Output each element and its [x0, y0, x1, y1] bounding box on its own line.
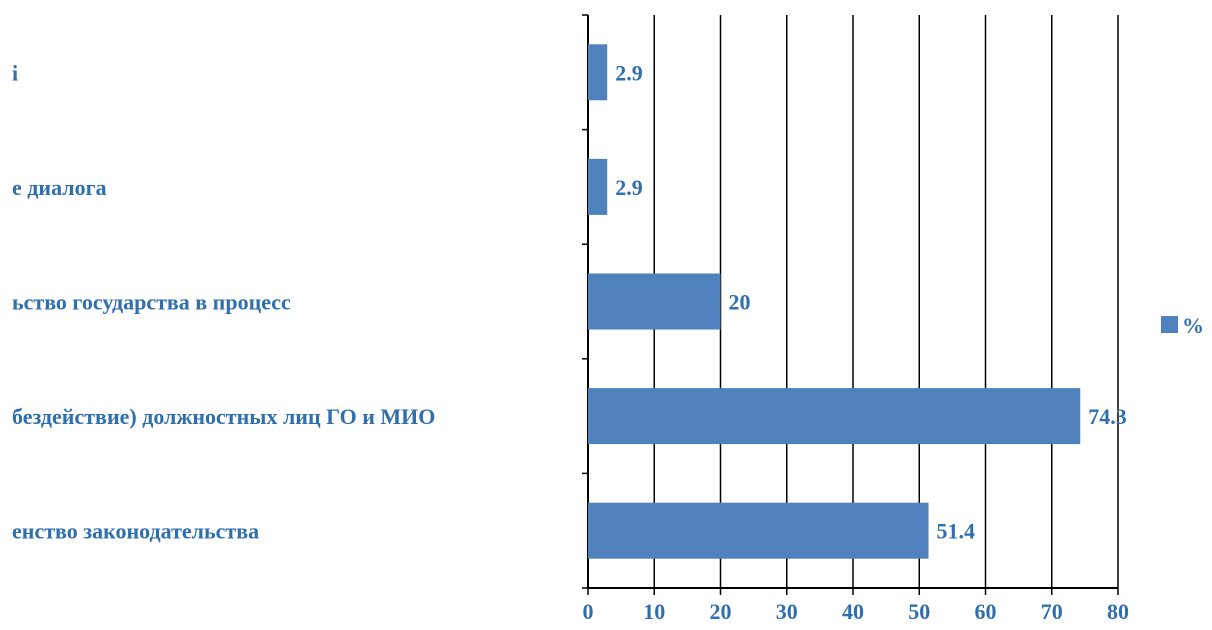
category-label-1: е диалога — [12, 175, 107, 200]
x-tick-label-10: 10 — [643, 599, 665, 624]
x-tick-label-20: 20 — [710, 599, 732, 624]
x-tick-label-50: 50 — [908, 599, 930, 624]
value-label-4: 51.4 — [937, 519, 976, 544]
x-tick-label-40: 40 — [842, 599, 864, 624]
category-label-2: ьство государства в процесс — [12, 290, 291, 315]
bar-0 — [588, 44, 608, 101]
legend-swatch — [1161, 316, 1178, 333]
legend-label: % — [1182, 313, 1204, 338]
value-label-1: 2.9 — [615, 175, 643, 200]
category-label-3: бездействие) должностных лиц ГО и МИО — [12, 404, 435, 429]
bars — [588, 44, 1081, 559]
category-label-0: і — [12, 60, 18, 85]
legend: % — [1161, 313, 1204, 338]
x-tick-label-60: 60 — [975, 599, 997, 624]
value-label-2: 20 — [729, 290, 751, 315]
bar-4 — [588, 502, 929, 559]
bar-1 — [588, 158, 608, 215]
x-tick-label-70: 70 — [1041, 599, 1063, 624]
category-label-4: енство законодательства — [12, 519, 259, 544]
x-tick-label-80: 80 — [1107, 599, 1129, 624]
bar-3 — [588, 388, 1081, 445]
value-label-0: 2.9 — [615, 60, 643, 85]
grid-lines — [653, 15, 1119, 588]
value-label-3: 74.3 — [1088, 404, 1127, 429]
bar-2 — [588, 273, 721, 330]
labels: 0 10 20 30 40 50 60 70 80 2.9 і 2.9 е диалога 20 ьство… — [12, 60, 1129, 624]
x-tick-label-0: 0 — [583, 599, 594, 624]
x-tick-label-30: 30 — [776, 599, 798, 624]
